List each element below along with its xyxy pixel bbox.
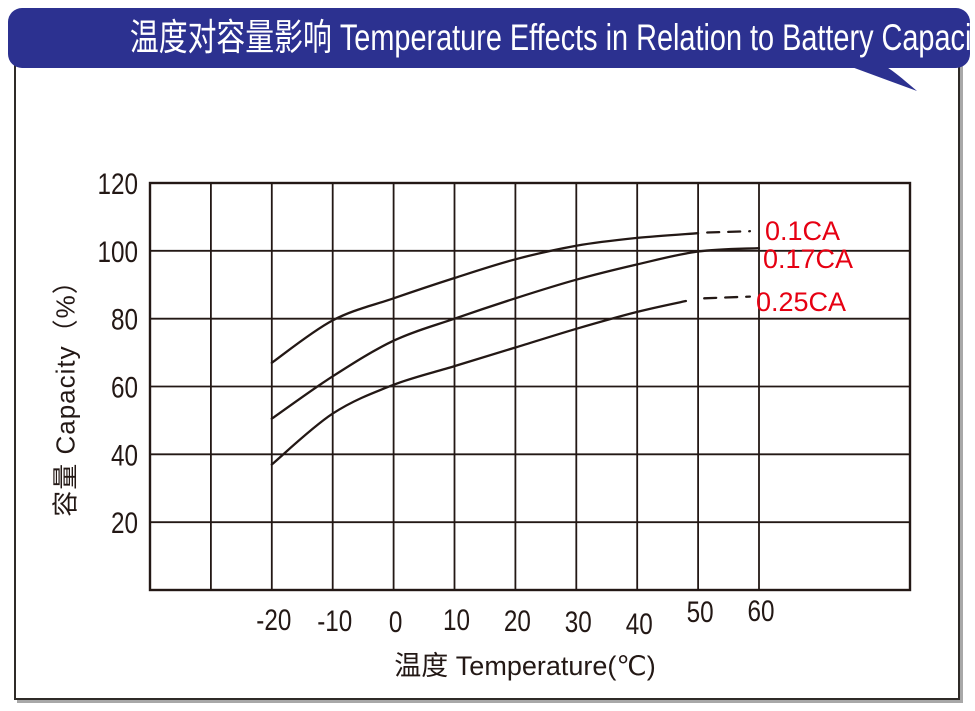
series-line-0.25CA (270, 299, 688, 466)
series-line-0.1CA (270, 232, 700, 364)
series-line-0.17CA (270, 246, 761, 420)
x-tick-label: 10 (443, 604, 470, 637)
y-axis-title: 容量 Capacity（%） (50, 267, 81, 517)
banner-title: 温度对容量影响 Temperature Effects in Relation … (129, 17, 975, 58)
x-tick-label: -20 (256, 604, 291, 637)
x-tick-label: 30 (565, 606, 592, 639)
series-dash-0.1CA (706, 230, 752, 234)
y-tick-label: 40 (111, 439, 138, 472)
y-tick-label: 60 (111, 372, 138, 405)
y-tick-label: 20 (111, 507, 138, 540)
x-tick-label: 60 (748, 595, 775, 628)
axis-ticks: -20 -10 0 10 20 30 40 50 60 120 100 80 60 40 20 (98, 168, 775, 641)
series-dash-0.25CA (703, 295, 752, 300)
banner-tail-pointer (849, 66, 917, 91)
series-label-0.17CA: 0.17CA (763, 244, 854, 274)
plot-border (148, 181, 912, 592)
x-axis-title: 温度 Temperature(℃) (394, 651, 656, 681)
x-tick-label: -10 (317, 605, 352, 638)
x-tick-label: 0 (389, 606, 403, 639)
curves (270, 230, 761, 466)
y-tick-label: 80 (111, 304, 138, 337)
y-tick-label: 120 (98, 168, 139, 201)
series-label-0.1CA: 0.1CA (765, 216, 841, 246)
x-tick-label: 50 (687, 596, 714, 629)
title-banner: 温度对容量影响 Temperature Effects in Relation … (8, 8, 975, 68)
y-tick-label: 100 (98, 236, 139, 269)
x-tick-label: 20 (504, 605, 531, 638)
x-tick-label: 40 (626, 608, 653, 641)
series-label-0.25CA: 0.25CA (756, 287, 847, 317)
page-frame (14, 60, 960, 700)
